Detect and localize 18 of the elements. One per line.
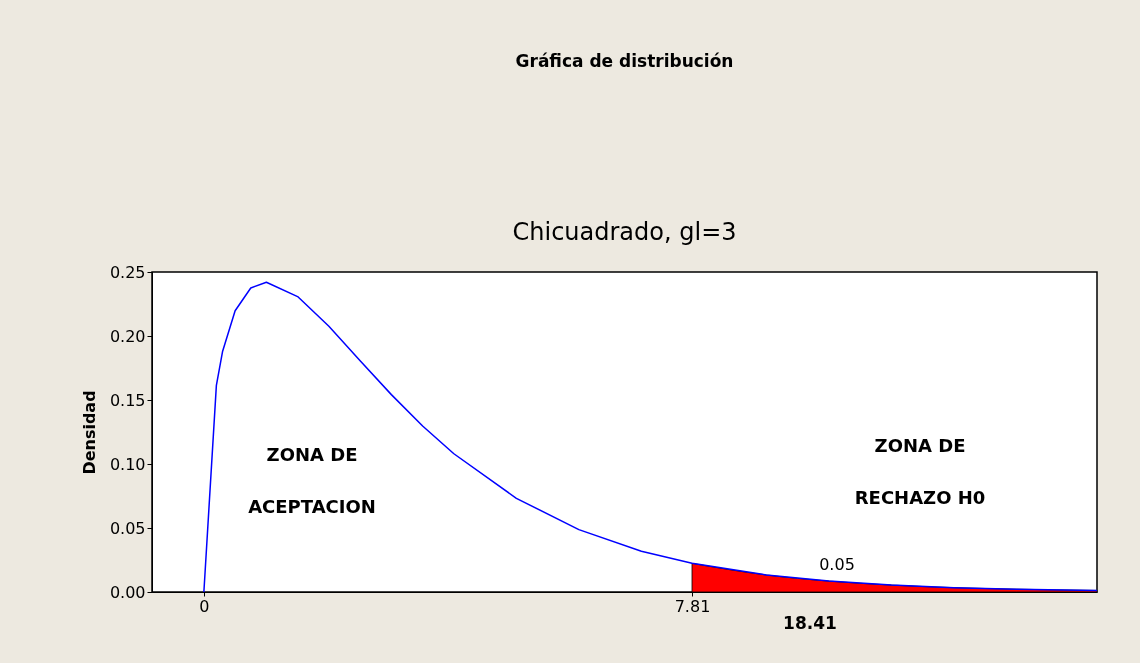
chart-subtitle: Chicuadrado, gl=3 [512,218,737,246]
chart-title: Gráfica de distribución [515,51,734,71]
annotation: ZONA DE [266,444,358,465]
annotation: 0.05 [819,555,855,574]
annotation: RECHAZO H0 [854,487,986,508]
y-tick-label: 0.15 [109,390,146,410]
annotation: ZONA DE [874,435,966,456]
y-tick-label: 0.00 [109,582,146,602]
y-axis-title: Densidad [79,390,99,475]
text: 18.41 [783,613,837,633]
annotation: ACEPTACION [248,496,376,517]
y-tick-label: 0.05 [109,518,146,538]
line-series [203,281,1098,593]
x-tick-label: 7.81 [674,596,711,616]
y-tick-label: 0.20 [109,326,146,346]
x-tick-label: 0 [199,596,210,616]
y-tick-label: 0.10 [109,454,146,474]
y-tick-label: 0.25 [109,262,146,282]
